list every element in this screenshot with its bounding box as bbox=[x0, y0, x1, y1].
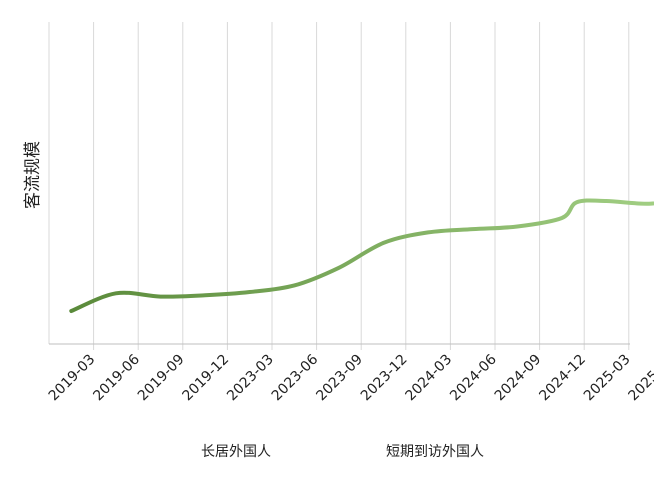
legend-label: 短期到访外国人 bbox=[386, 444, 484, 460]
x-tick-label: 2023-03 bbox=[224, 352, 277, 405]
x-tick-label: 2023-12 bbox=[358, 352, 411, 405]
series-line bbox=[69, 198, 654, 313]
x-tick-label: 2019-03 bbox=[46, 352, 99, 405]
x-tick-label: 2019-12 bbox=[180, 352, 233, 405]
legend-label: 长居外国人 bbox=[201, 444, 271, 460]
x-tick-label: 2019-06 bbox=[90, 351, 143, 404]
x-tick-label: 2023-06 bbox=[269, 351, 322, 404]
gridlines bbox=[48, 22, 630, 350]
x-tick-label: 2024-03 bbox=[403, 352, 456, 405]
series-lines bbox=[69, 198, 654, 313]
y-axis-label: 客流规模 bbox=[23, 141, 43, 209]
x-tick-label: 2023-09 bbox=[313, 352, 366, 405]
x-tick-label: 2019-09 bbox=[135, 352, 188, 405]
x-tick-label: 2024-12 bbox=[536, 352, 589, 405]
x-tick-label: 2024-09 bbox=[492, 352, 545, 405]
x-tick-label: 2024-06 bbox=[447, 351, 500, 404]
legend: 长居外国人 短期到访外国人 bbox=[129, 444, 484, 460]
x-tick-labels: 2019-032019-062019-092019-122023-032023-… bbox=[46, 351, 654, 404]
x-tick-label: 2025-03 bbox=[581, 352, 634, 405]
